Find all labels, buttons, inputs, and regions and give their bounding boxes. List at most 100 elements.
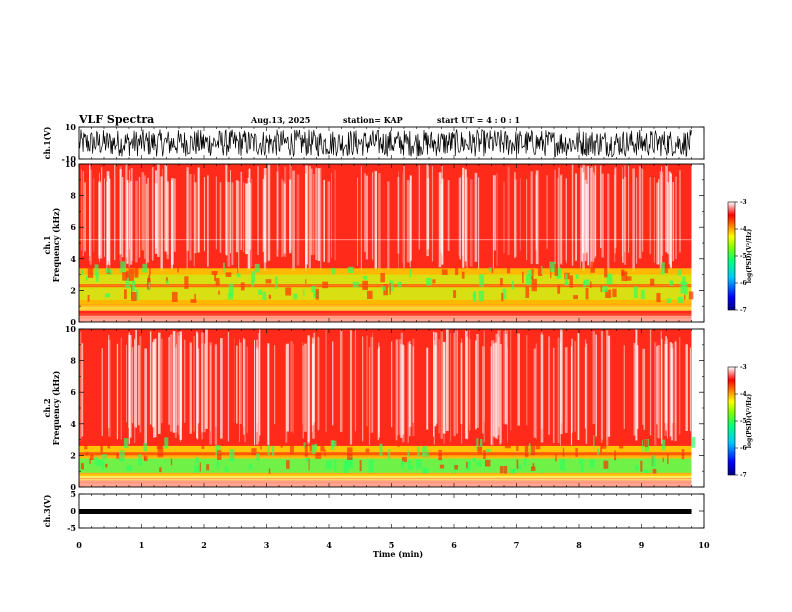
spectrogram-streak <box>566 178 567 264</box>
spectrogram-cell <box>426 278 432 286</box>
spectrogram-cell <box>149 268 151 276</box>
spectrogram-streak <box>296 174 300 266</box>
y-tick-label: 4 <box>70 419 76 429</box>
spectrogram-cell <box>379 443 383 456</box>
spectrogram-cell <box>417 446 420 457</box>
spectrogram-streak <box>166 182 169 260</box>
spectrogram-cell <box>271 446 275 456</box>
spectrogram-streak <box>155 170 158 249</box>
spectrogram-streak <box>397 176 400 254</box>
spectrogram-streak <box>245 183 248 255</box>
spectrogram-streak <box>548 336 551 435</box>
spectrogram-streak <box>128 332 130 444</box>
spectrogram-cell <box>322 281 329 289</box>
spectrogram-cell <box>105 268 111 273</box>
spectrogram-streak <box>201 332 204 433</box>
spectrogram-cell <box>593 435 595 448</box>
spectrogram-streak <box>114 164 116 261</box>
spectrogram-cell <box>325 460 332 470</box>
spectrogram-streak <box>499 344 502 444</box>
spectrogram-streak <box>535 170 539 265</box>
spectrogram-streak <box>465 169 467 267</box>
spectrogram-streak <box>176 344 178 433</box>
spectrogram-cell <box>116 453 120 459</box>
spectrogram-streak <box>173 178 176 252</box>
spectrogram-cell <box>228 283 234 296</box>
spectrogram-cell <box>522 271 524 284</box>
spectrogram-streak <box>354 329 357 432</box>
spectrogram-streak <box>289 179 292 254</box>
spectrogram-streak <box>233 337 235 423</box>
spectrogram-cell <box>516 438 519 451</box>
spectrogram-streak <box>498 336 500 428</box>
spectrogram-cell <box>400 460 404 468</box>
spectrogram-cell <box>142 263 148 273</box>
spectrogram-cell <box>126 465 133 471</box>
spectrogram-cell <box>516 459 519 469</box>
spectrogram-streak <box>533 348 536 438</box>
ch2-colorbar-gradient <box>727 366 736 476</box>
spectrogram-streak <box>267 346 269 440</box>
spectrogram-streak <box>636 345 639 429</box>
spectrogram-streak <box>458 178 460 256</box>
spectrogram-streak <box>302 342 304 424</box>
spectrogram-cell <box>556 267 562 279</box>
spectrogram-streak <box>398 339 402 435</box>
spectrogram-streak <box>495 333 499 440</box>
spectrogram-cell <box>612 288 617 298</box>
spectrogram-streak <box>558 167 560 269</box>
spectrogram-cell <box>120 261 126 273</box>
spectrogram-streak <box>668 171 671 265</box>
colorbar-tick-label: -3 <box>740 364 747 371</box>
spectrogram-cell <box>488 267 493 272</box>
spectrogram-streak <box>560 341 561 446</box>
x-tick-label: 10 <box>698 540 710 550</box>
spectrogram-streak <box>642 348 645 425</box>
spectrogram-cell <box>664 263 668 273</box>
spectrogram-streak <box>130 168 133 261</box>
colorbar-tick-label: -3 <box>740 199 747 206</box>
spectrogram-streak <box>462 167 465 268</box>
spectrogram-cell <box>201 445 205 449</box>
spectrogram-cell <box>677 296 684 303</box>
start-time-label: start UT = 4 : 0 : 1 <box>437 115 520 125</box>
spectrogram-streak <box>80 331 82 441</box>
spectrogram-streak <box>665 165 668 253</box>
spectrogram-streak <box>635 329 638 441</box>
spectrogram-streak <box>403 165 405 268</box>
spectrogram-streak <box>582 164 585 271</box>
spectrogram-streak <box>317 168 321 261</box>
spectrogram-streak <box>398 171 399 270</box>
spectrogram-streak <box>446 329 449 431</box>
spectrogram-cell <box>206 464 210 471</box>
spectrogram-streak <box>469 330 470 425</box>
spectrogram-streak <box>81 168 82 251</box>
x-tick-label: 3 <box>264 540 270 550</box>
spectrogram-streak <box>585 183 588 253</box>
spectrogram-streak <box>431 166 434 262</box>
spectrogram-cell <box>365 448 370 454</box>
spectrogram-cell <box>305 279 307 284</box>
spectrogram-cell <box>614 450 617 461</box>
spectrogram-streak <box>135 330 137 428</box>
spectrogram-streak <box>126 344 127 423</box>
x-tick-label: 4 <box>326 540 332 550</box>
spectrogram-streak <box>667 338 668 439</box>
spectrogram-streak <box>174 347 177 438</box>
spectrogram-streak <box>243 182 245 253</box>
spectrogram-streak <box>496 173 498 267</box>
spectrogram-cell <box>251 280 255 287</box>
spectrogram-streak <box>609 339 611 437</box>
spectrogram-cell <box>268 468 271 475</box>
spectrogram-streak <box>474 172 478 262</box>
spectrogram-cell <box>388 439 394 446</box>
spectrogram-cell <box>480 439 483 448</box>
spectrogram-streak <box>540 334 544 443</box>
spectrogram-streak <box>205 329 208 429</box>
spectrogram-cell <box>367 290 373 299</box>
spectrogram-streak <box>402 172 403 264</box>
spectrogram-cell <box>530 444 535 456</box>
spectrogram-streak <box>409 175 411 268</box>
y-tick-label: -10 <box>62 154 77 164</box>
colorbar-tick-label: -7 <box>740 472 747 479</box>
